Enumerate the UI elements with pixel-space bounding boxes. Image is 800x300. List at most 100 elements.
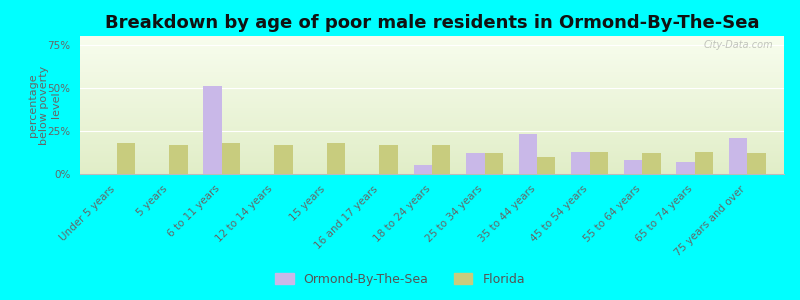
Bar (80, 91, 784, 93)
Bar (80, 123, 784, 124)
Legend: Ormond-By-The-Sea, Florida: Ormond-By-The-Sea, Florida (270, 268, 530, 291)
Bar (80, 72, 784, 73)
Bar (80, 90, 784, 91)
Bar (80, 158, 784, 159)
Bar (80, 79, 784, 80)
Bar (80, 172, 784, 174)
Bar (80, 87, 784, 88)
Bar (80, 159, 784, 160)
Bar (80, 39, 784, 40)
Bar (80, 100, 784, 101)
Bar (80, 62, 784, 64)
Bar (485, 153, 503, 174)
Bar (80, 110, 784, 112)
Bar (80, 54, 784, 55)
Bar (80, 59, 784, 61)
Bar (80, 36, 784, 38)
Bar (80, 58, 784, 59)
Bar (80, 167, 784, 169)
Bar (80, 117, 784, 119)
Bar (80, 93, 784, 94)
Bar (203, 86, 222, 174)
Text: City-Data.com: City-Data.com (704, 40, 774, 50)
Bar (80, 112, 784, 113)
Bar (80, 98, 784, 100)
Bar (80, 156, 784, 158)
Bar (80, 88, 784, 90)
Bar (80, 138, 784, 140)
Bar (80, 130, 784, 131)
Bar (80, 116, 784, 117)
Bar (642, 153, 661, 174)
Bar (80, 124, 784, 126)
Bar (537, 157, 555, 174)
Bar (80, 108, 784, 109)
Bar (80, 144, 784, 145)
Bar (80, 84, 784, 86)
Bar (80, 38, 784, 39)
Bar (80, 109, 784, 110)
Bar (80, 103, 784, 105)
Bar (80, 65, 784, 66)
Bar (80, 61, 784, 62)
Bar (80, 97, 784, 98)
Bar (80, 164, 784, 166)
Bar (80, 40, 784, 41)
Bar (80, 51, 784, 52)
Bar (170, 145, 188, 174)
Bar (80, 160, 784, 162)
Bar (274, 145, 293, 174)
Bar (222, 143, 240, 174)
Bar (80, 115, 784, 116)
Bar (518, 134, 537, 174)
Bar (80, 75, 784, 76)
Bar (80, 162, 784, 163)
Bar (80, 128, 784, 130)
Bar (80, 80, 784, 82)
Bar (729, 138, 747, 174)
Bar (80, 120, 784, 122)
Bar (80, 46, 784, 47)
Bar (80, 57, 784, 58)
Bar (80, 106, 784, 108)
Bar (624, 160, 642, 174)
Bar (80, 69, 784, 70)
Bar (80, 135, 784, 137)
Bar (80, 66, 784, 68)
Bar (80, 95, 784, 97)
Bar (80, 47, 784, 48)
Bar (80, 113, 784, 115)
Bar (80, 155, 784, 156)
Bar (80, 105, 784, 106)
Bar (80, 94, 784, 95)
Bar (80, 152, 784, 153)
Bar (80, 76, 784, 77)
Bar (327, 143, 346, 174)
Bar (80, 146, 784, 148)
Bar (80, 86, 784, 87)
Bar (80, 43, 784, 44)
Bar (80, 141, 784, 142)
Bar (117, 143, 135, 174)
Bar (80, 149, 784, 151)
Bar (80, 134, 784, 135)
Bar (80, 83, 784, 84)
Bar (80, 48, 784, 50)
Bar (414, 165, 432, 174)
Bar (80, 41, 784, 43)
Bar (590, 152, 608, 174)
Bar (80, 82, 784, 83)
Bar (80, 50, 784, 51)
Bar (80, 126, 784, 127)
Bar (80, 55, 784, 57)
Bar (80, 153, 784, 155)
Bar (80, 70, 784, 72)
Bar (80, 166, 784, 167)
Bar (80, 131, 784, 133)
Bar (80, 64, 784, 65)
Bar (80, 145, 784, 146)
Bar (80, 133, 784, 134)
Bar (80, 127, 784, 128)
Bar (80, 171, 784, 172)
Bar (80, 119, 784, 120)
